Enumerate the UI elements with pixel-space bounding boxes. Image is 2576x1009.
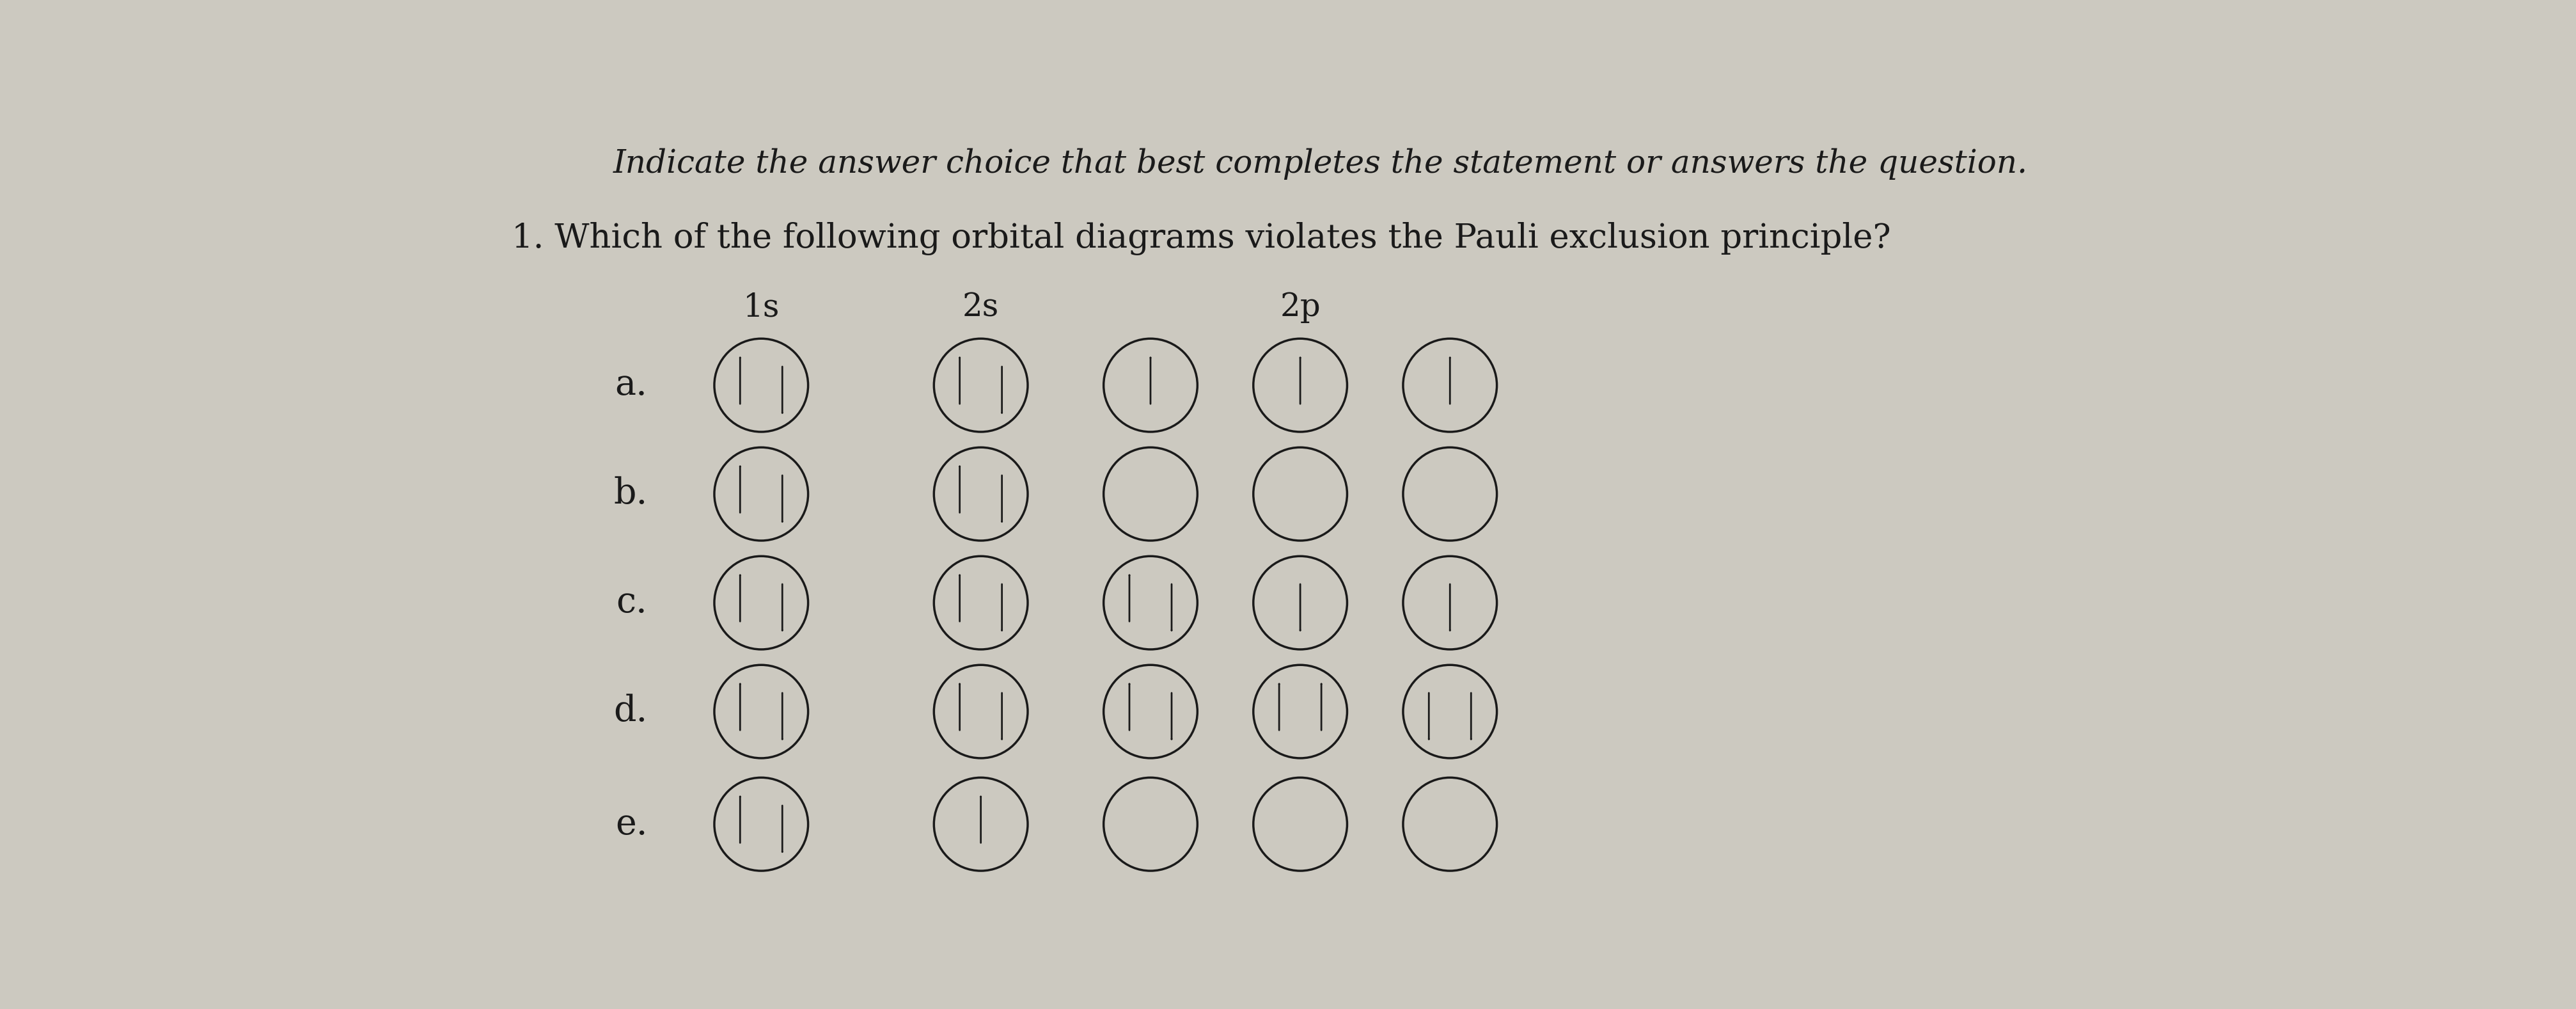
Text: Indicate the answer choice that best completes the statement or answers the ques: Indicate the answer choice that best com… — [613, 148, 2027, 180]
Text: 1. Which of the following orbital diagrams violates the Pauli exclusion principl: 1. Which of the following orbital diagra… — [513, 222, 1891, 255]
Text: 2p: 2p — [1280, 292, 1321, 323]
Text: b.: b. — [613, 476, 647, 512]
Text: 2s: 2s — [963, 292, 999, 323]
Text: a.: a. — [616, 367, 647, 403]
Text: c.: c. — [616, 585, 647, 621]
Text: 1s: 1s — [742, 292, 781, 323]
Text: e.: e. — [616, 807, 647, 842]
Text: d.: d. — [613, 694, 647, 730]
